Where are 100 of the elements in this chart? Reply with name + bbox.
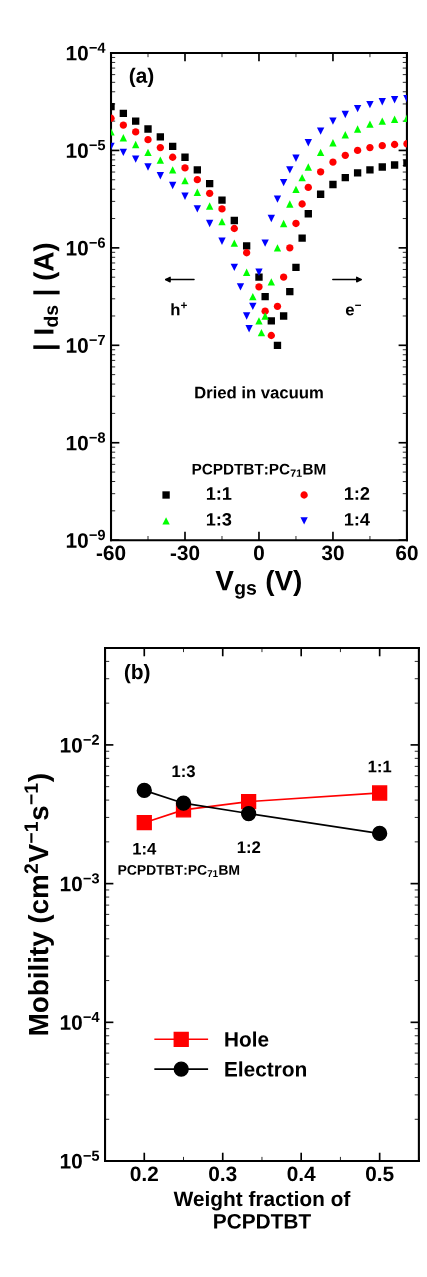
point: [168, 166, 177, 174]
point: [267, 214, 275, 223]
point: [205, 179, 214, 188]
point: [341, 131, 349, 139]
point: [372, 825, 388, 842]
y-tick-label: 10$^{−4}$: [66, 42, 106, 61]
point: [286, 244, 294, 252]
point: [242, 268, 251, 276]
point: [366, 166, 374, 174]
annotation: Dried in vacuum: [195, 386, 323, 399]
point: [230, 239, 238, 247]
point: [156, 156, 165, 164]
annotation: e$^{−}$: [345, 304, 362, 316]
point: [168, 142, 177, 151]
point: [119, 148, 128, 157]
x-tick-label: 0: [254, 545, 264, 561]
point: [353, 146, 362, 155]
x-tick-label: 30: [321, 545, 344, 561]
x-axis-title: V$_{gs}$ (V): [215, 570, 301, 599]
point: [261, 312, 269, 320]
point: [298, 234, 306, 242]
y-tick-label: 10$^{−5}$: [66, 140, 106, 158]
annotation: PCPDTBT:PC$_{71}$BM: [118, 865, 240, 877]
point: [230, 224, 238, 233]
annotation: (b): [124, 663, 150, 684]
y-tick-label: 10$^{−8}$: [66, 432, 106, 451]
point: [205, 219, 214, 228]
point: [240, 805, 257, 822]
x-tick-label: -60: [96, 545, 126, 561]
point: [390, 140, 399, 149]
point: [378, 141, 386, 150]
point: [132, 140, 140, 149]
point: [273, 341, 282, 349]
y-tick-label: 10$^{−4}$: [60, 1011, 100, 1030]
x-tick-label: 60: [396, 545, 418, 561]
point: [329, 117, 337, 125]
point: [132, 117, 140, 125]
point: [144, 135, 152, 144]
point: [292, 219, 300, 228]
legend-label: Hole: [225, 1031, 269, 1047]
annotation: 1:4: [133, 842, 157, 855]
point: [230, 216, 238, 225]
point: [273, 302, 282, 311]
point: [181, 164, 189, 172]
legend-label: Electron: [225, 1061, 306, 1077]
point: [181, 153, 189, 161]
point: [366, 120, 374, 128]
point: [378, 98, 386, 106]
y-tick-label: 10$^{−2}$: [60, 734, 99, 753]
y-axis-title: Mobility (cm$^{2}$V$^{−1}$s$^{−1}$): [24, 774, 54, 1035]
point: [205, 202, 214, 210]
point: [242, 242, 251, 250]
point: [329, 180, 337, 189]
point: [168, 181, 177, 190]
point: [279, 178, 288, 187]
point: [156, 143, 165, 152]
x-tick-label: 0.3: [209, 1166, 237, 1182]
point: [132, 155, 140, 163]
point: [242, 312, 251, 320]
point: [353, 125, 362, 133]
point: [279, 312, 288, 320]
point: [156, 133, 165, 141]
point: [193, 188, 201, 196]
point: [218, 196, 226, 204]
x-tick-label: 0.4: [287, 1166, 316, 1182]
point: [193, 176, 201, 184]
y-tick-label: 10$^{−7}$: [66, 334, 105, 353]
point: [341, 110, 349, 119]
point: [316, 148, 325, 157]
point: [205, 189, 214, 197]
annotation: (a): [129, 67, 154, 88]
point: [245, 325, 253, 333]
point: [372, 785, 388, 801]
x-tick-label: -30: [170, 545, 200, 561]
annotation: h$^{+}$: [171, 302, 187, 316]
y-tick-label: 10$^{−3}$: [60, 873, 100, 892]
point: [119, 134, 128, 142]
point: [298, 200, 306, 208]
point: [168, 153, 177, 161]
point: [341, 151, 349, 159]
point: [156, 172, 165, 180]
annotation: 1:3: [172, 765, 195, 778]
annotation: 1:1: [368, 760, 392, 773]
point: [144, 125, 152, 133]
point: [193, 166, 201, 174]
point: [255, 283, 263, 291]
point: [341, 174, 349, 182]
point: [236, 283, 245, 291]
legend-label: 1:3: [206, 512, 232, 526]
point: [366, 143, 374, 152]
point: [119, 109, 128, 118]
legend-label: 1:1: [206, 487, 232, 500]
point: [316, 127, 325, 135]
legend-title: PCPDTBT:PC$_{71}$BM: [192, 463, 326, 477]
point: [273, 195, 282, 203]
point: [353, 169, 362, 177]
point: [175, 795, 192, 811]
point: [378, 163, 386, 171]
point: [144, 163, 152, 171]
point: [267, 278, 275, 286]
